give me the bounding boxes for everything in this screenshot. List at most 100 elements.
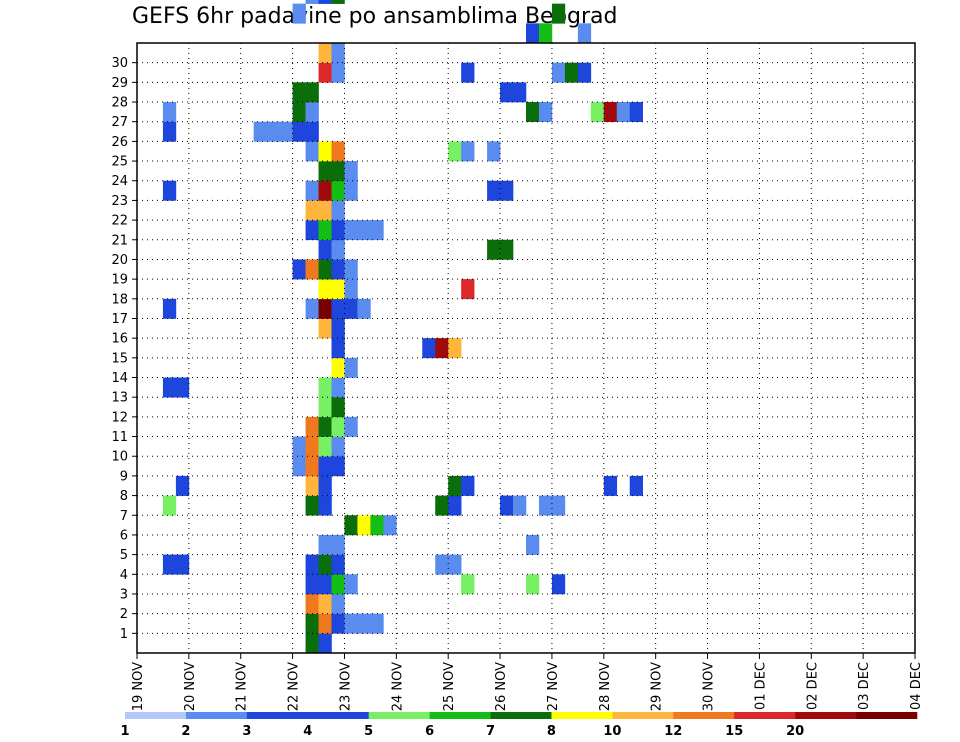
y-tick-label: 10 — [111, 450, 128, 465]
heatmap-cell — [162, 102, 177, 123]
heatmap-cell — [331, 436, 345, 457]
heatmap-cell — [318, 62, 332, 83]
x-tick-label: 26 NOV — [494, 662, 509, 711]
heatmap-cell — [305, 495, 319, 516]
heatmap-cell — [448, 338, 462, 359]
heatmap-cell — [344, 161, 358, 182]
heatmap-cell — [461, 62, 475, 83]
heatmap-cell — [305, 220, 319, 241]
colorbar-segment — [612, 712, 674, 719]
heatmap-cell — [318, 0, 332, 4]
heatmap-cell — [318, 220, 332, 241]
heatmap-cell — [331, 338, 345, 359]
heatmap-cell — [616, 102, 631, 123]
heatmap-cell — [162, 180, 177, 201]
heatmap-cell — [603, 475, 618, 496]
heatmap-cell — [175, 475, 190, 496]
heatmap-cell — [175, 554, 190, 575]
heatmap-cell — [344, 574, 358, 595]
colorbar-label: 7 — [486, 724, 495, 739]
x-tick-label: 30 NOV — [702, 662, 717, 711]
heatmap-cell — [331, 357, 345, 378]
heatmap-cell — [318, 318, 332, 339]
colorbar: 1 2 3 4 5 6 7 8 10 12 15 20 — [120, 712, 918, 739]
heatmap-cell — [526, 23, 540, 44]
heatmap-cell — [331, 416, 345, 437]
colorbar-segment — [368, 712, 430, 719]
heatmap-cell — [318, 416, 332, 437]
heatmap-cell — [526, 574, 540, 595]
heatmap-cell — [590, 102, 605, 123]
heatmap-cell — [318, 200, 332, 221]
heatmap-cell — [318, 456, 332, 477]
heatmap-cell — [318, 613, 332, 634]
heatmap-cell — [305, 141, 319, 162]
heatmap-cell — [435, 495, 449, 516]
heatmap-cell — [448, 141, 462, 162]
colorbar-label: 5 — [364, 724, 373, 739]
heatmap-cell — [538, 23, 553, 44]
x-tick-label: 01 DEC — [753, 662, 768, 710]
colorbar-label: 4 — [303, 724, 312, 739]
colorbar-label: 10 — [603, 724, 621, 739]
y-tick-label: 2 — [120, 607, 128, 622]
y-tick-label: 14 — [111, 371, 128, 386]
heatmap-cell — [357, 613, 371, 634]
heatmap-cell — [513, 82, 527, 103]
heatmap-cell — [292, 436, 306, 457]
heatmap-cell — [344, 259, 358, 280]
heatmap-cell — [305, 436, 319, 457]
colorbar-segment — [795, 712, 857, 719]
heatmap-cell — [500, 239, 514, 260]
heatmap-cell — [331, 593, 345, 614]
x-tick-label: 29 NOV — [650, 662, 665, 711]
heatmap-cell — [461, 475, 475, 496]
heatmap-cell — [305, 416, 319, 437]
heatmap-cell — [318, 298, 332, 319]
heatmap-cell — [305, 554, 319, 575]
x-tick-label: 24 NOV — [390, 662, 405, 711]
colorbar-label: 15 — [725, 724, 743, 739]
heatmap-cell — [318, 279, 332, 300]
heatmap-cell — [526, 534, 540, 555]
x-tick-label: 22 NOV — [287, 662, 302, 711]
heatmap-cell — [344, 279, 358, 300]
heatmap-cell — [292, 102, 306, 123]
heatmap-cell — [266, 121, 280, 142]
y-tick-label: 18 — [111, 292, 128, 307]
heatmap-cell — [487, 141, 501, 162]
heatmap-cell — [331, 141, 345, 162]
y-tick-label: 16 — [111, 332, 128, 347]
heatmap-cell — [551, 574, 566, 595]
colorbar-segment — [246, 712, 309, 719]
heatmap-cell — [162, 495, 177, 516]
heatmap-cell — [629, 102, 643, 123]
heatmap-cell — [344, 515, 358, 536]
colorbar-label: 3 — [242, 724, 251, 739]
heatmap-cell — [318, 495, 332, 516]
x-tick-label: 19 NOV — [131, 662, 146, 711]
heatmap-cell — [500, 180, 514, 201]
y-tick-label: 28 — [111, 96, 128, 111]
heatmap-cell — [305, 456, 319, 477]
y-tick-label: 17 — [111, 312, 128, 327]
colorbar-label: 1 — [120, 724, 129, 739]
heatmap-cell — [331, 0, 345, 4]
heatmap-cell — [461, 141, 475, 162]
heatmap-cell — [318, 633, 332, 654]
colorbar-segment — [673, 712, 735, 719]
heatmap-cell — [292, 3, 306, 24]
colorbar-label: 6 — [425, 724, 434, 739]
heatmap-cell — [551, 62, 566, 83]
y-tick-label: 3 — [120, 587, 128, 602]
heatmap-cell — [435, 554, 449, 575]
y-tick-label: 27 — [111, 115, 128, 130]
heatmap-cell — [357, 515, 371, 536]
heatmap-cell — [318, 180, 332, 201]
colorbar-segment — [429, 712, 491, 719]
colorbar-segment — [125, 712, 187, 719]
y-tick-label: 5 — [120, 548, 128, 563]
x-tick-label: 02 DEC — [805, 662, 820, 710]
heatmap-cell — [305, 200, 319, 221]
